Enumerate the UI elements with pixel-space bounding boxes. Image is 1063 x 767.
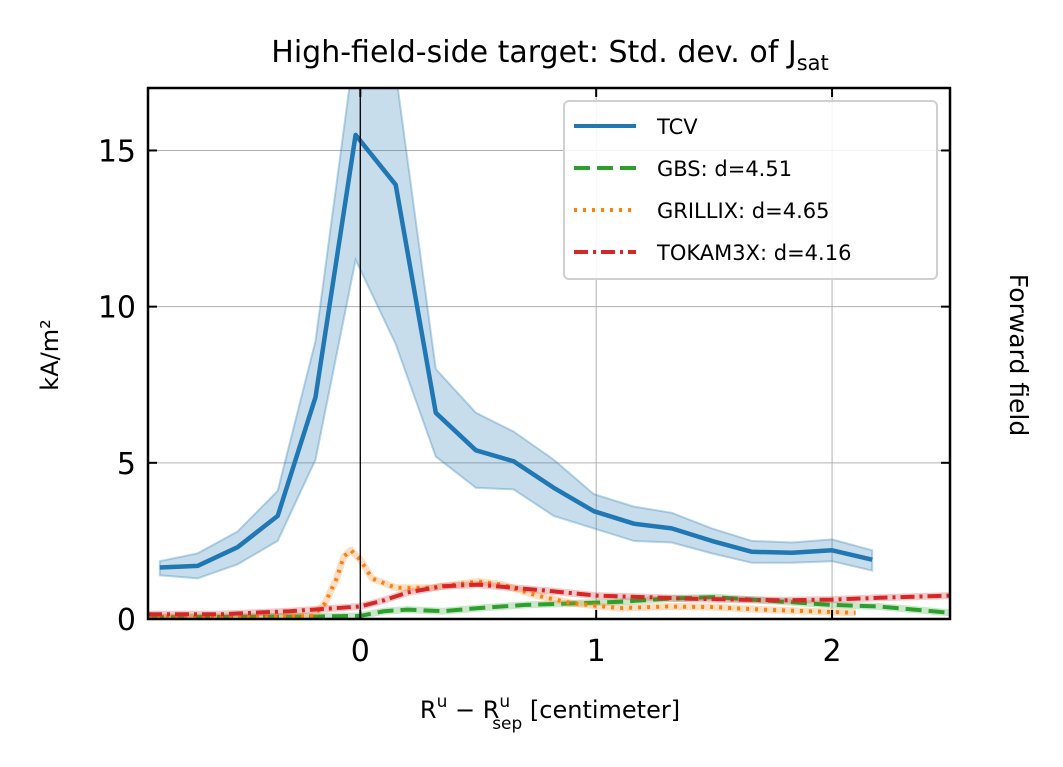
chart-title: High-field-side target: Std. dev. of Jsa… [271,35,828,75]
x-tick-label: 2 [823,634,842,669]
y-tick-label: 10 [98,291,136,326]
legend-label-tokam3x: TOKAM3X: d=4.16 [656,241,851,265]
y-axis-label: kA/m² [36,319,64,390]
legend-label-tcv: TCV [656,115,698,139]
plot-area [148,88,950,619]
x-tick-label: 1 [587,634,606,669]
y-tick-label: 5 [117,447,136,482]
legend-label-grillix: GRILLIX: d=4.65 [657,199,829,223]
axes-frame [146,86,952,621]
side-label: Forward field [1004,274,1033,436]
legend: TCV GBS: d=4.51 GRILLIX: d=4.65 TOKAM3X: d=… [563,100,938,280]
x-axis-label: Ru − Ru sep [centimeter] [420,692,680,734]
legend-box [563,100,938,280]
series-line-grillix [148,548,856,619]
y-tick-label: 0 [117,603,136,638]
series-line-tcv [159,132,873,570]
ticks: 0 1 2 0 5 10 15 [98,88,950,669]
x-tick-label: 0 [351,634,370,669]
tcv-uncertainty-band [158,88,874,580]
y-tick-label: 15 [98,134,136,169]
legend-label-gbs: GBS: d=4.51 [657,157,792,181]
series-line-tokam3x [148,582,950,617]
series-line-gbs [148,595,950,619]
